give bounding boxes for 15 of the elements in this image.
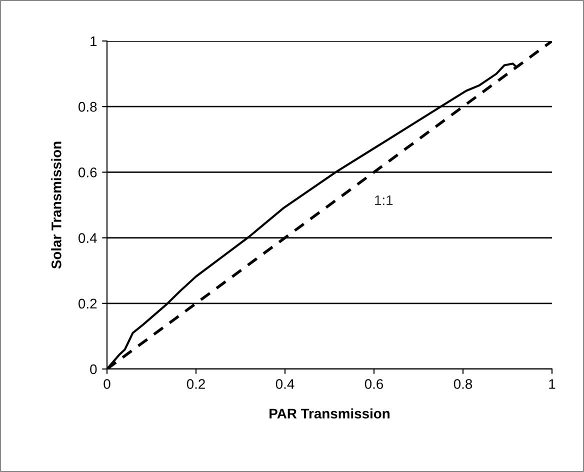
- y-tick-label: 0.8: [78, 102, 97, 112]
- x-tick-label: 0.4: [276, 379, 294, 389]
- y-tick-label: 0.6: [78, 168, 97, 178]
- y-tick-label: 0.4: [78, 233, 97, 243]
- x-tick-label: 0.2: [186, 379, 205, 389]
- y-axis-title: Solar Transmission: [51, 142, 62, 269]
- x-tick-label: 0.6: [364, 379, 384, 389]
- y-tick-label: 1: [90, 36, 97, 46]
- annotation: 1:1: [375, 195, 393, 205]
- x-tick-label: 0.8: [454, 379, 472, 389]
- y-tick-label: 0: [90, 364, 97, 374]
- x-tick-label: 0: [104, 379, 110, 389]
- x-tick-label: 1: [549, 379, 556, 389]
- x-axis-title: PAR Transmission: [270, 408, 390, 419]
- y-tick-label: 0.2: [78, 298, 97, 309]
